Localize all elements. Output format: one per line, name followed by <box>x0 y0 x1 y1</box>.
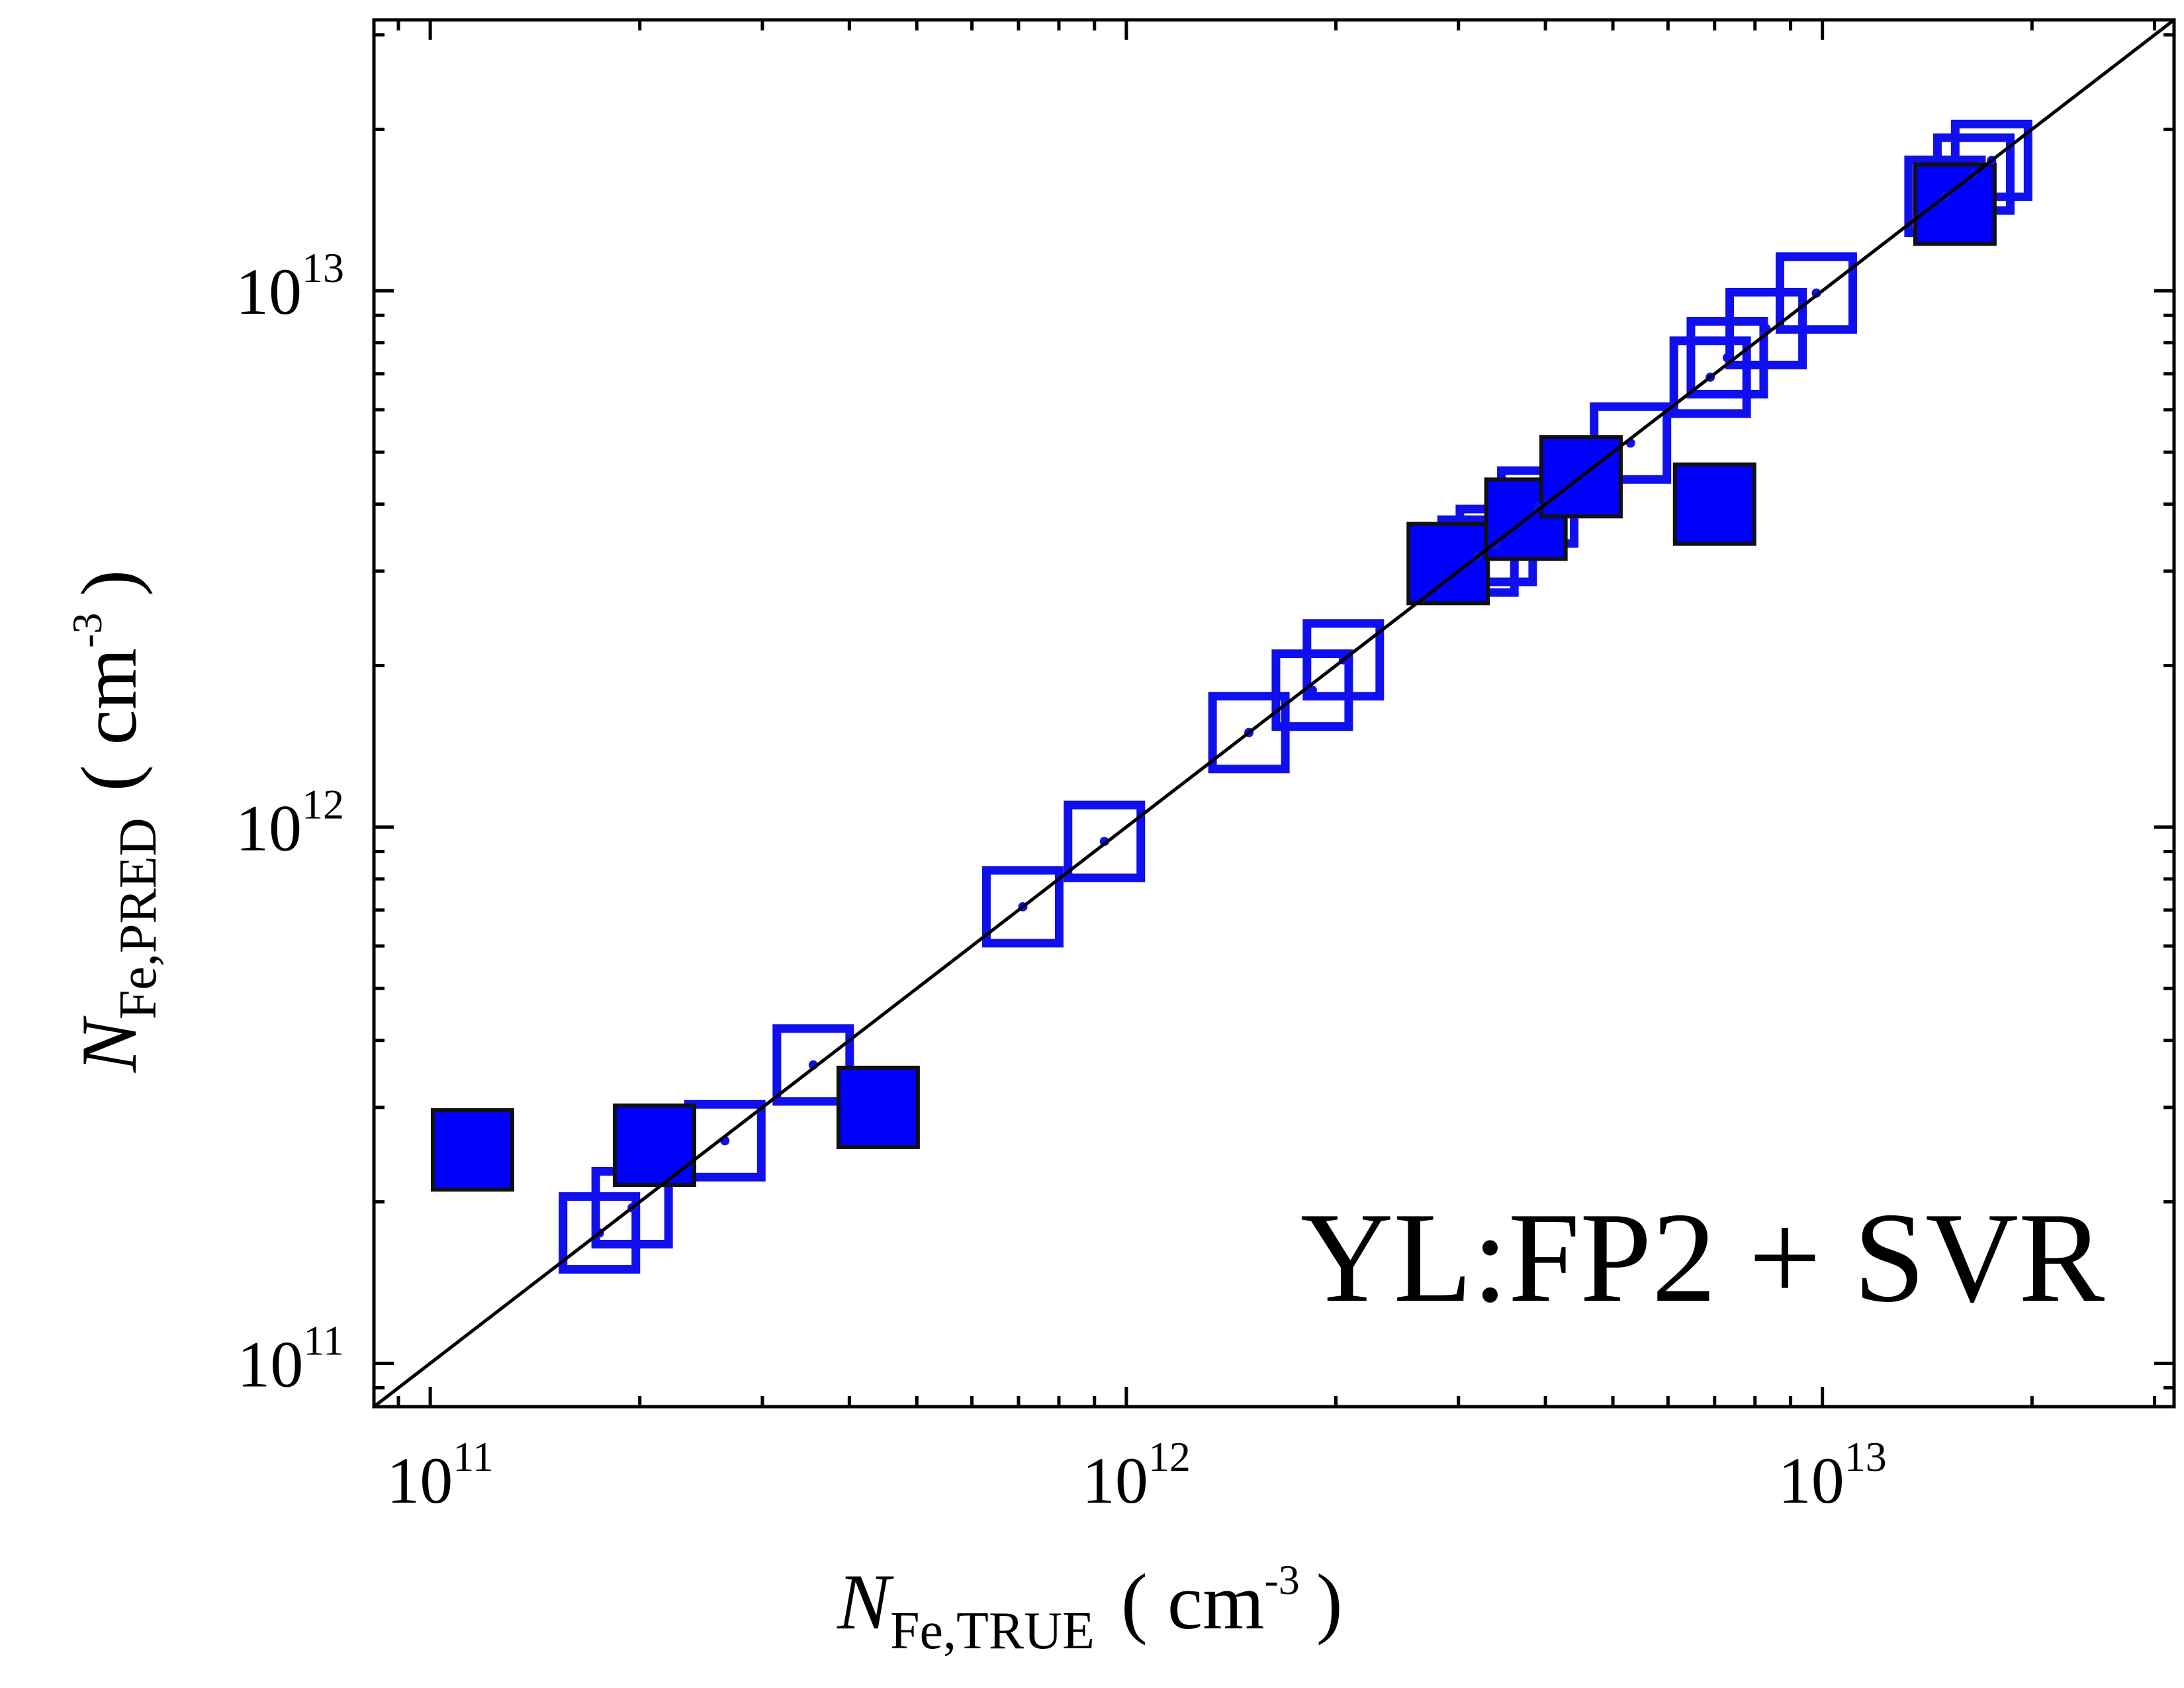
open-square-point <box>772 1024 854 1106</box>
filled-square-point <box>1406 522 1490 606</box>
y-axis-label: NFe,PRED ( cm-3) <box>64 570 167 1073</box>
filled-square-point <box>430 1108 514 1192</box>
center-dot <box>1307 685 1317 695</box>
axis-ticks <box>374 20 2174 1407</box>
filled-square-point <box>836 1065 920 1149</box>
x-axis-unit-exponent: -3 <box>1264 1556 1299 1603</box>
y-tick-label: 1012 <box>236 780 344 865</box>
y-tick-label: 1011 <box>237 1317 344 1401</box>
reference-line <box>373 19 2175 1408</box>
annotation-label: YL:FP2 + SVR <box>1300 1186 2105 1329</box>
plot-frame <box>372 18 2176 1409</box>
x-axis-symbol: N <box>837 1558 894 1646</box>
open-square-point <box>1669 336 1751 418</box>
center-dot <box>1722 353 1732 363</box>
filled-square-point <box>1672 462 1756 546</box>
y-axis-unit: ( cm <box>65 648 153 792</box>
open-square-point <box>1208 692 1290 774</box>
x-axis-subscript: Fe,TRUE <box>890 1602 1095 1660</box>
tick-labels: 1011 1012 1013 1011 1012 1013 <box>236 244 1887 1517</box>
y-axis-unit-exponent: -3 <box>64 613 111 648</box>
x-axis-unit: ( cm <box>1121 1558 1265 1646</box>
y-tick-label: 1013 <box>236 244 344 328</box>
x-tick-label: 1011 <box>387 1433 494 1517</box>
y-axis-unit-close: ) <box>65 570 153 596</box>
open-square-point <box>1064 800 1146 882</box>
open-square-point <box>1302 619 1385 701</box>
open-square-point <box>1271 649 1353 731</box>
filled-square-point <box>1913 162 1997 246</box>
open-square-point <box>1775 252 1857 334</box>
x-axis-label: NFe,TRUE ( cm-3) <box>837 1556 1343 1660</box>
open-square-point <box>981 866 1064 948</box>
y-axis-symbol: N <box>65 1015 153 1073</box>
filled-square-point <box>613 1103 697 1188</box>
x-axis-unit-close: ) <box>1316 1558 1343 1646</box>
y-axis-subscript: Fe,PRED <box>109 818 167 1019</box>
x-tick-label: 1013 <box>1778 1433 1887 1517</box>
x-tick-label: 1012 <box>1082 1433 1191 1517</box>
